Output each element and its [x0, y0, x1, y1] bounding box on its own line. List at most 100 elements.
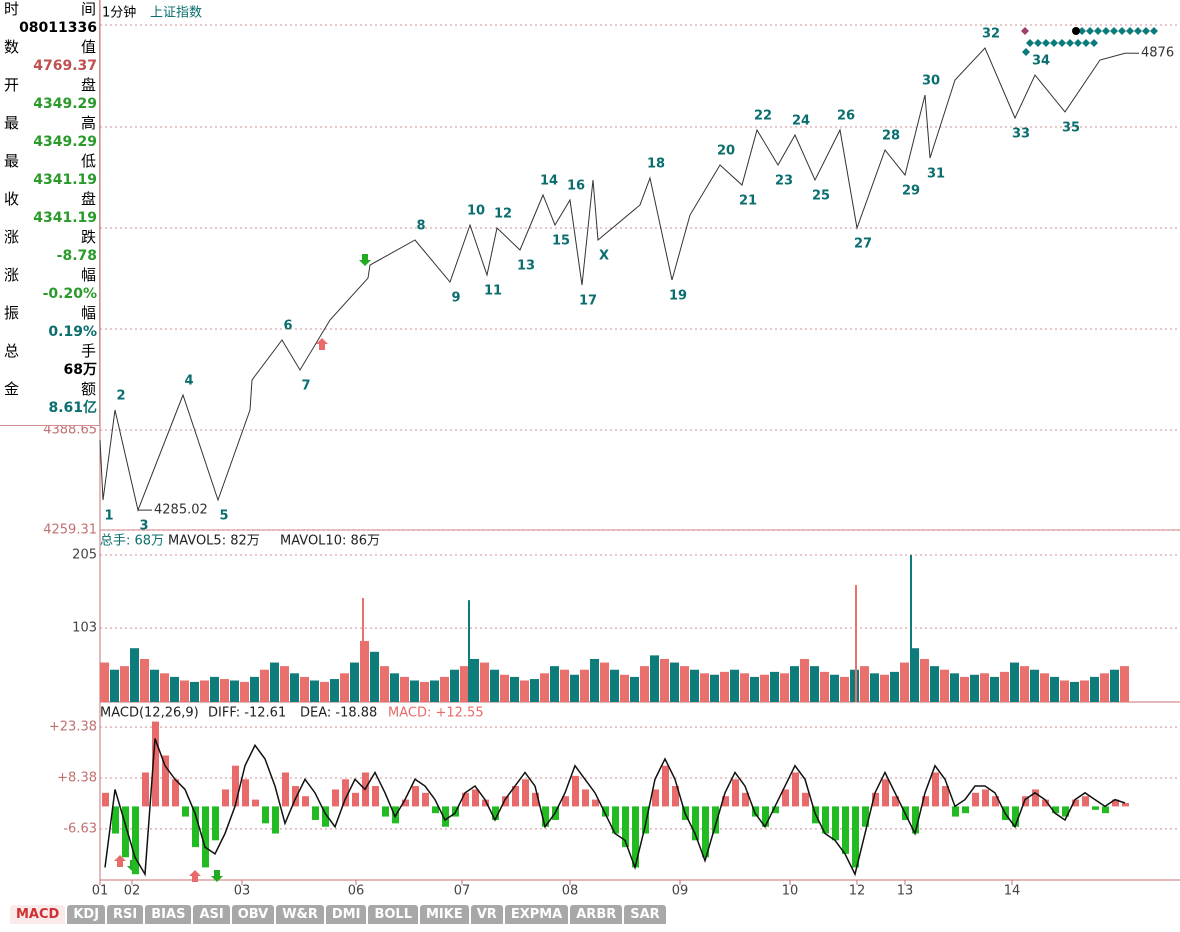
- indicator-tab[interactable]: KDJ: [67, 905, 106, 924]
- indicator-tab[interactable]: BOLL: [368, 905, 418, 924]
- macd-bar: [1042, 799, 1049, 807]
- wave-label: 1: [104, 509, 113, 524]
- macd-bar: [222, 789, 229, 807]
- info-label: 最高: [4, 114, 96, 132]
- macd-bar: [892, 796, 899, 807]
- info-value: 8.61亿: [48, 400, 97, 416]
- y-tick-label: 205: [72, 547, 97, 562]
- info-value: 4769.37: [33, 58, 97, 74]
- volume-bar: [840, 676, 849, 702]
- indicator-tab[interactable]: EXPMA: [504, 905, 569, 924]
- volume-bar: [220, 679, 229, 702]
- indicator-tab[interactable]: VR: [470, 905, 503, 924]
- volume-bar: [1020, 666, 1029, 702]
- volume-bar: [450, 669, 459, 702]
- macd-bar: [462, 792, 469, 807]
- volume-bar: [1120, 666, 1129, 702]
- indicator-tab[interactable]: DMI: [325, 905, 367, 924]
- macd-bar: [952, 806, 959, 817]
- volume-bar: [470, 658, 479, 702]
- wave-label: 19: [669, 288, 687, 303]
- volume-bar: [850, 669, 859, 702]
- volume-bar: [540, 673, 549, 702]
- volume-bar: [730, 669, 739, 702]
- volume-bar: [940, 669, 949, 702]
- wave-label: 28: [882, 129, 900, 144]
- volume-bar: [660, 658, 669, 702]
- wave-label: 27: [854, 237, 872, 252]
- wave-label: 24: [792, 114, 810, 129]
- volume-bar: [670, 662, 679, 702]
- volume-bar: [120, 666, 129, 702]
- indicator-tab[interactable]: MIKE: [420, 905, 469, 924]
- period: 1分钟: [102, 5, 136, 21]
- volume-bar: [550, 666, 559, 702]
- macd-bar: [412, 786, 419, 807]
- indicator-tab[interactable]: SAR: [624, 905, 666, 924]
- indicator-tab[interactable]: OBV: [231, 905, 275, 924]
- info-value: 4341.19: [33, 172, 97, 188]
- macd-bar: [182, 806, 189, 817]
- macd-bar: [752, 806, 759, 817]
- info-label: 总手: [4, 342, 96, 360]
- indicator-tab[interactable]: MACD: [10, 905, 66, 924]
- macd-bar: [592, 799, 599, 807]
- x-tick-label: 03: [234, 884, 251, 899]
- indicator-tab[interactable]: ARBR: [570, 905, 623, 924]
- wave-label: 12: [494, 207, 512, 222]
- macd-bar: [562, 796, 569, 807]
- info-label: 时间: [4, 0, 96, 18]
- macd-bar: [502, 796, 509, 807]
- volume-bar: [790, 666, 799, 702]
- macd-bar: [322, 806, 329, 827]
- volume-header: MAVOL10: 86万: [280, 534, 380, 549]
- volume-bar: [260, 669, 269, 702]
- macd-bar: [692, 806, 699, 841]
- macd-bar: [1122, 803, 1129, 807]
- macd-bar: [422, 792, 429, 807]
- volume-bar: [860, 666, 869, 702]
- macd-bar: [212, 806, 219, 841]
- macd-bar: [172, 779, 179, 807]
- indicator-tab[interactable]: RSI: [107, 905, 144, 924]
- volume-bar: [970, 674, 979, 702]
- wave-label: 5: [219, 509, 228, 524]
- volume-bar: [770, 671, 779, 702]
- wave-label: X: [599, 248, 609, 263]
- volume-bar: [460, 666, 469, 702]
- volume-bar: [1040, 673, 1049, 702]
- indicator-tab[interactable]: W&R: [276, 905, 324, 924]
- x-tick-label: 10: [782, 884, 799, 899]
- volume-bar: [610, 669, 619, 702]
- x-tick-label: 06: [348, 884, 365, 899]
- macd-bar: [702, 806, 709, 858]
- volume-bar: [520, 680, 529, 702]
- info-label: 数值: [4, 38, 96, 56]
- info-label: 金额: [4, 380, 96, 398]
- macd-bar: [832, 806, 839, 841]
- volume-bar: [1060, 680, 1069, 702]
- macd-bar: [342, 779, 349, 807]
- volume-bar: [280, 666, 289, 702]
- macd-bar: [332, 789, 339, 807]
- indicator-tab[interactable]: BIAS: [145, 905, 192, 924]
- indicator-tab[interactable]: ASI: [193, 905, 230, 924]
- volume-bar: [640, 666, 649, 702]
- wave-label: 32: [982, 27, 1000, 42]
- macd-bar: [122, 806, 129, 858]
- wave-label: 9: [451, 291, 460, 306]
- volume-bar: [800, 658, 809, 702]
- macd-bar: [582, 789, 589, 807]
- indicator-tabs: MACD KDJ RSI BIAS ASI OBV W&R DMI BOLL MIKE VR EXPM…: [10, 905, 668, 924]
- volume-bar: [250, 676, 259, 702]
- macd-bar: [492, 806, 499, 820]
- y-tick-label: +8.38: [57, 770, 97, 785]
- macd-header: DIFF: -12.61: [208, 706, 286, 721]
- macd-bar: [482, 799, 489, 807]
- macd-bar: [262, 806, 269, 824]
- macd-bar: [1062, 806, 1069, 817]
- volume-bar: [1030, 669, 1039, 702]
- wave-label: 3: [139, 519, 148, 534]
- macd-bar: [1052, 806, 1059, 814]
- buy-arrow: [114, 855, 126, 867]
